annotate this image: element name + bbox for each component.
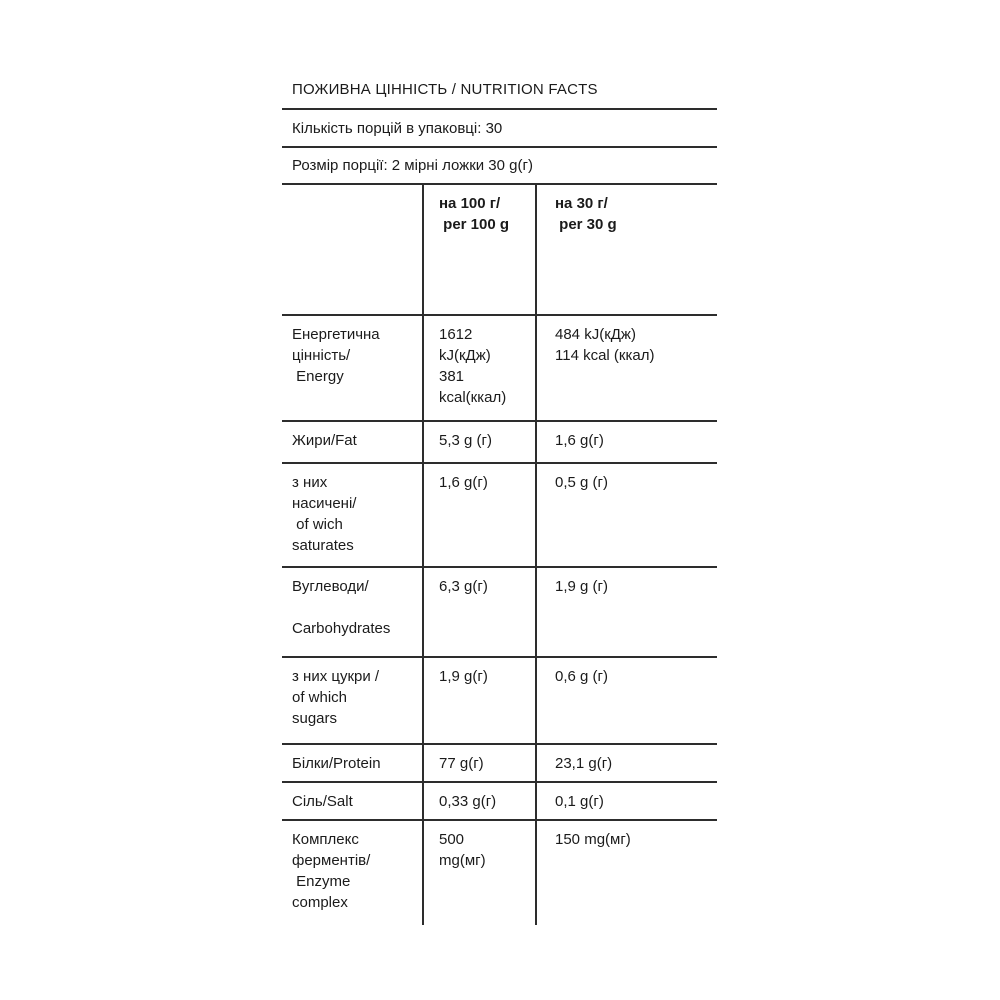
value-per-100g: 500 mg(мг): [422, 821, 535, 925]
row-label: Білки/Protein: [292, 755, 381, 772]
value-per-30g: 1,6 g(г): [535, 422, 717, 462]
value-per-100g: 1,6 g(г): [422, 464, 535, 566]
table-row-fat: Жири/Fat 5,3 g (г) 1,6 g(г): [282, 422, 717, 464]
value-per-30g: 23,1 g(г): [535, 745, 717, 781]
row-label: з них насичені/ of wich saturates: [292, 474, 357, 554]
value-per-30g: 1,9 g (г): [535, 568, 717, 656]
table-row-energy: Енергетична цінність/ Energy 1612 kJ(кДж…: [282, 316, 717, 422]
value-per-30g: 150 mg(мг): [535, 821, 717, 925]
servings-per-pack-line: Кількість порцій в упаковці: 30: [282, 110, 717, 148]
value-per-100g: 1612 kJ(кДж) 381 kcal(ккал): [422, 316, 535, 420]
value-per-100g: 77 g(г): [422, 745, 535, 781]
header-nutrient-cell: [282, 185, 422, 314]
value-per-100g: 1,9 g(г): [422, 658, 535, 743]
value-per-30g: 0,1 g(г): [535, 783, 717, 819]
header-per-30g-cell: на 30 г/ per 30 g: [535, 185, 717, 314]
header-per-100g-cell: на 100 г/ per 100 g: [422, 185, 535, 314]
value-per-30g: 0,6 g (г): [535, 658, 717, 743]
row-label: Вуглеводи/ Carbohydrates: [292, 578, 391, 637]
row-label: з них цукри / of which sugars: [292, 668, 380, 727]
table-row-saturates: з них насичені/ of wich saturates 1,6 g(…: [282, 464, 717, 568]
table-row-sugars: з них цукри / of which sugars 1,9 g(г) 0…: [282, 658, 717, 745]
value-per-30g: 484 kJ(кДж) 114 kcal (ккал): [535, 316, 717, 420]
value-per-30g: 0,5 g (г): [535, 464, 717, 566]
panel-title: ПОЖИВНА ЦІННІСТЬ / NUTRITION FACTS: [282, 75, 717, 110]
value-per-100g: 0,33 g(г): [422, 783, 535, 819]
table-row-protein: Білки/Protein 77 g(г) 23,1 g(г): [282, 745, 717, 783]
value-per-100g: 5,3 g (г): [422, 422, 535, 462]
table-header-row: на 100 г/ per 100 g на 30 г/ per 30 g: [282, 185, 717, 316]
table-row-carbohydrates: Вуглеводи/ Carbohydrates 6,3 g(г) 1,9 g …: [282, 568, 717, 658]
row-label: Сіль/Salt: [292, 793, 353, 810]
nutrition-facts-panel: ПОЖИВНА ЦІННІСТЬ / NUTRITION FACTS Кільк…: [282, 75, 717, 925]
table-row-salt: Сіль/Salt 0,33 g(г) 0,1 g(г): [282, 783, 717, 821]
value-per-100g: 6,3 g(г): [422, 568, 535, 656]
row-label: Комплекс ферментів/ Enzyme complex: [292, 831, 371, 911]
row-label: Енергетична цінність/ Energy: [292, 326, 380, 385]
table-row-enzyme-complex: Комплекс ферментів/ Enzyme complex 500 m…: [282, 821, 717, 925]
row-label: Жири/Fat: [292, 432, 357, 449]
serving-size-line: Розмір порції: 2 мірні ложки 30 g(г): [282, 148, 717, 185]
